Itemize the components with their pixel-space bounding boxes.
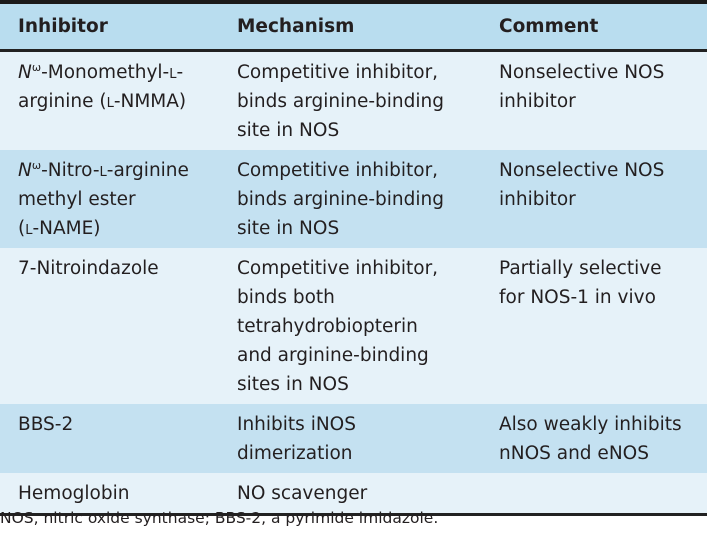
header-mechanism: Mechanism (237, 4, 499, 52)
table-row: Nω-Nitro-l-arginine methyl ester (l-NAME) C… (0, 150, 707, 248)
cell-inhibitor: BBS-2 (0, 404, 237, 473)
cell-comment: Nonselective NOS inhibitor (499, 150, 707, 248)
table-row: Hemoglobin NO scavenger (0, 473, 707, 516)
table-row: Nω-Monomethyl-l-arginine (l-NMMA) Competi… (0, 50, 707, 150)
footnote: NOS, nitric oxide synthase; BBS-2, a pyr… (0, 509, 439, 527)
table-row: 7-Nitroindazole Competitive inhibitor, bin… (0, 248, 707, 404)
cell-inhibitor: Nω-Monomethyl-l-arginine (l-NMMA) (0, 50, 237, 150)
cell-mechanism: Inhibits iNOS dimerization (237, 404, 499, 473)
top-rule (0, 0, 707, 4)
cell-mechanism: Competitive inhibitor, binds both tetrahyd… (237, 248, 499, 404)
inhibitor-table: Inhibitor Mechanism Comment Nω-Monomethy… (0, 4, 707, 516)
header-inhibitor: Inhibitor (0, 4, 237, 52)
cell-comment: Also weakly inhibits nNOS and eNOS (499, 404, 707, 473)
cell-inhibitor: 7-Nitroindazole (0, 248, 237, 404)
table-row: BBS-2 Inhibits iNOS dimerization Also weakl… (0, 404, 707, 473)
cell-inhibitor: Hemoglobin (0, 473, 237, 516)
cell-mechanism: NO scavenger (237, 473, 499, 516)
cell-comment: Nonselective NOS inhibitor (499, 50, 707, 150)
header-row: Inhibitor Mechanism Comment (0, 4, 707, 52)
cell-mechanism: Competitive inhibitor, binds arginine-bin… (237, 50, 499, 150)
cell-inhibitor: Nω-Nitro-l-arginine methyl ester (l-NAME) (0, 150, 237, 248)
cell-comment (499, 473, 707, 516)
header-comment: Comment (499, 4, 707, 52)
cell-mechanism: Competitive inhibitor, binds arginine-bin… (237, 150, 499, 248)
cell-comment: Partially selective for NOS-1 in vivo (499, 248, 707, 404)
